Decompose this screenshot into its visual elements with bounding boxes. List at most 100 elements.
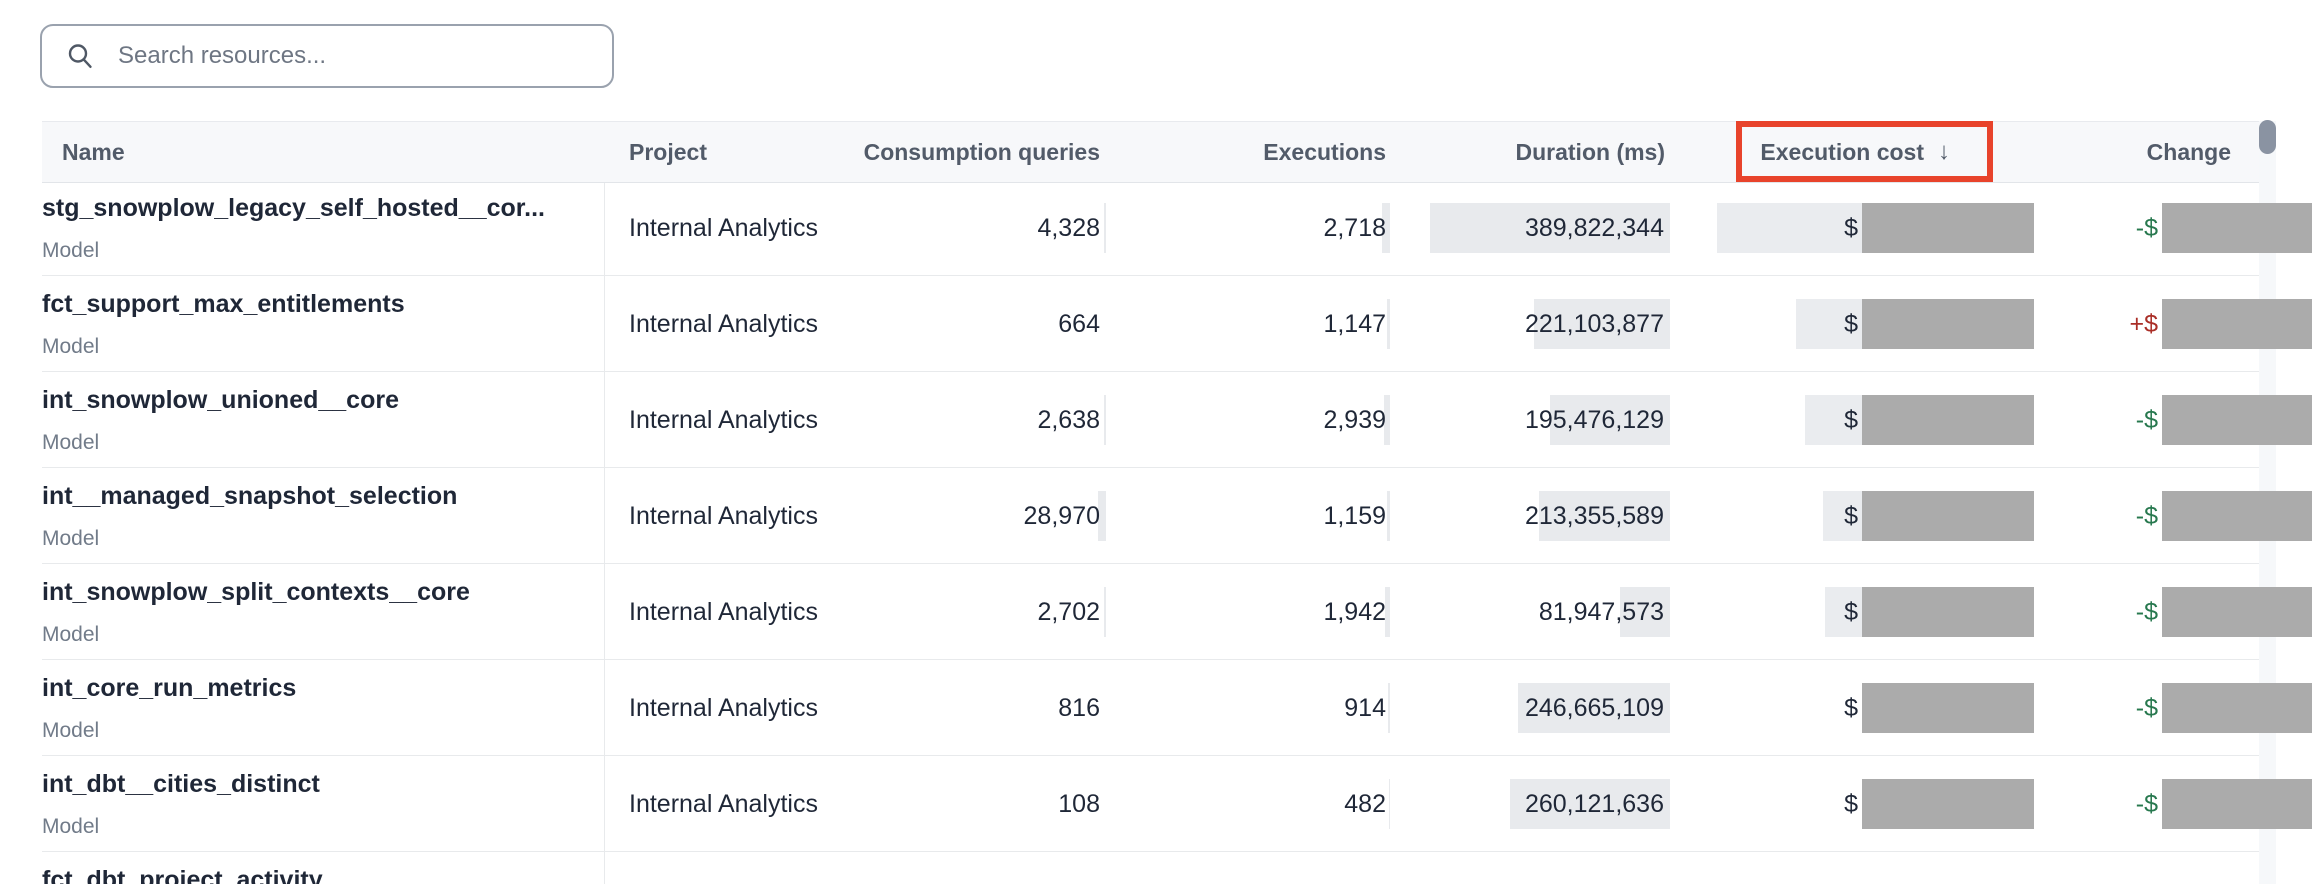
resource-name[interactable]: int__managed_snapshot_selection — [42, 482, 458, 510]
resource-name[interactable]: int_core_run_metrics — [42, 674, 297, 702]
column-label: Execution cost — [1760, 138, 1924, 165]
execution-cost-currency: $ — [1844, 309, 1858, 338]
resource-name-cell[interactable]: int_core_run_metrics Model — [42, 673, 2312, 769]
executions-value: 2,939 — [1323, 405, 1386, 434]
executions-value: 914 — [1344, 693, 1386, 722]
executions-data-bar — [1389, 779, 1390, 829]
change-sign: -$ — [2135, 789, 2158, 818]
resource-name[interactable]: int_dbt__cities_distinct — [42, 770, 320, 798]
column-label: Project — [629, 138, 707, 165]
execution-cost-data-bar — [1825, 587, 1862, 637]
row-divider — [42, 659, 2260, 660]
executions-data-bar — [1385, 587, 1390, 637]
consumption-data-bar — [1104, 587, 1106, 637]
project-cell: Internal Analytics — [629, 309, 818, 338]
executions-data-bar — [1387, 299, 1390, 349]
resource-name-cell[interactable]: fct_dbt_project_activity — [42, 865, 2312, 884]
change-sign: -$ — [2135, 501, 2158, 530]
duration-data-bar — [1534, 299, 1670, 349]
execution-cost-redaction-block — [1862, 683, 2034, 733]
resource-type-label: Model — [42, 815, 100, 838]
change-redaction-block — [2162, 587, 2312, 637]
duration-value: 81,947,573 — [1538, 597, 1664, 626]
execution-cost-redaction-block — [1862, 395, 2034, 445]
search-input[interactable] — [116, 41, 612, 71]
execution-cost-redaction-block — [1862, 299, 2034, 349]
executions-value: 1,942 — [1323, 597, 1386, 626]
row-divider — [42, 755, 2260, 756]
change-redaction-block — [2162, 491, 2312, 541]
execution-cost-redaction-block — [1862, 203, 2034, 253]
execution-cost-currency: $ — [1844, 693, 1858, 722]
consumption-queries-value: 816 — [1058, 693, 1100, 722]
column-label: Change — [2146, 138, 2231, 165]
table-row[interactable]: int_snowplow_split_contexts__core Model In… — [42, 564, 2312, 660]
consumption-queries-value: 28,970 — [1023, 501, 1100, 530]
table-row[interactable]: stg_snowplow_legacy_self_hosted__cor... M… — [42, 180, 2312, 276]
column-header-duration[interactable]: Duration (ms) — [1516, 122, 1666, 182]
resource-name-cell[interactable]: fct_support_max_entitlements Model — [42, 289, 2312, 385]
change-sign: -$ — [2135, 213, 2158, 242]
table-row[interactable]: int_snowplow_unioned__core Model Internal … — [42, 372, 2312, 468]
change-sign: +$ — [2129, 309, 2158, 338]
duration-data-bar — [1550, 395, 1670, 445]
execution-cost-currency: $ — [1844, 405, 1858, 434]
search-box[interactable] — [40, 24, 614, 88]
resource-name[interactable]: fct_dbt_project_activity — [42, 866, 323, 884]
execution-cost-currency: $ — [1844, 789, 1858, 818]
duration-value: 246,665,109 — [1524, 693, 1664, 722]
column-header-project[interactable]: Project — [629, 122, 707, 182]
execution-cost-redaction-block — [1862, 491, 2034, 541]
change-sign: -$ — [2135, 405, 2158, 434]
column-header-executions[interactable]: Executions — [1263, 122, 1386, 182]
table-row[interactable]: int__managed_snapshot_selection Model Inte… — [42, 468, 2312, 564]
vertical-scrollbar-thumb[interactable] — [2259, 120, 2276, 154]
column-header-name[interactable]: Name — [62, 122, 125, 182]
duration-data-bar — [1518, 683, 1670, 733]
resource-name-cell[interactable]: int_snowplow_split_contexts__core Model — [42, 577, 2312, 673]
table-row[interactable]: int_dbt__cities_distinct Model Internal An… — [42, 756, 2312, 852]
column-header-change[interactable]: Change — [2147, 122, 2231, 182]
duration-value: 221,103,877 — [1524, 309, 1664, 338]
change-redaction-block — [2162, 779, 2312, 829]
resource-name[interactable]: int_snowplow_split_contexts__core — [42, 578, 470, 606]
change-sign: -$ — [2135, 597, 2158, 626]
column-header-consumption[interactable]: Consumption queries — [864, 122, 1100, 182]
resource-name[interactable]: fct_support_max_entitlements — [42, 290, 405, 318]
resource-name-cell[interactable]: stg_snowplow_legacy_self_hosted__cor... M… — [42, 193, 2312, 289]
project-cell: Internal Analytics — [629, 405, 818, 434]
column-label: Executions — [1263, 138, 1386, 165]
change-redaction-block — [2162, 203, 2312, 253]
execution-cost-currency: $ — [1844, 597, 1858, 626]
executions-data-bar — [1388, 683, 1390, 733]
table-row[interactable]: fct_dbt_project_activity — [42, 852, 2312, 884]
resource-name[interactable]: int_snowplow_unioned__core — [42, 386, 399, 414]
consumption-queries-value: 664 — [1058, 309, 1100, 338]
executions-value: 2,718 — [1323, 213, 1386, 242]
execution-cost-redaction-block — [1862, 779, 2034, 829]
execution-cost-redaction-block — [1862, 587, 2034, 637]
sort-desc-icon: ↓ — [1938, 138, 1950, 165]
duration-data-bar — [1430, 203, 1670, 253]
table-row[interactable]: fct_support_max_entitlements Model Interna… — [42, 276, 2312, 372]
resource-name-cell[interactable]: int__managed_snapshot_selection Model — [42, 481, 2312, 577]
duration-value: 195,476,129 — [1524, 405, 1664, 434]
project-cell: Internal Analytics — [629, 693, 818, 722]
table-row[interactable]: int_core_run_metrics Model Internal Analyt… — [42, 660, 2312, 756]
table-header: Name Project Consumption queries Executions… — [42, 121, 2260, 183]
project-cell: Internal Analytics — [629, 789, 818, 818]
executions-value: 1,147 — [1323, 309, 1386, 338]
consumption-data-bar — [1104, 203, 1106, 253]
executions-value: 482 — [1344, 789, 1386, 818]
consumption-data-bar — [1104, 395, 1106, 445]
execution-cost-currency: $ — [1844, 213, 1858, 242]
project-cell: Internal Analytics — [629, 597, 818, 626]
resource-name[interactable]: stg_snowplow_legacy_self_hosted__cor... — [42, 194, 545, 222]
resource-type-label: Model — [42, 239, 100, 262]
resource-name-cell[interactable]: int_snowplow_unioned__core Model — [42, 385, 2312, 481]
duration-value: 260,121,636 — [1524, 789, 1664, 818]
resource-name-cell[interactable]: int_dbt__cities_distinct Model — [42, 769, 2312, 865]
column-header-cost[interactable]: Execution cost ↓ — [1760, 122, 1950, 182]
column-label: Name — [62, 138, 125, 165]
